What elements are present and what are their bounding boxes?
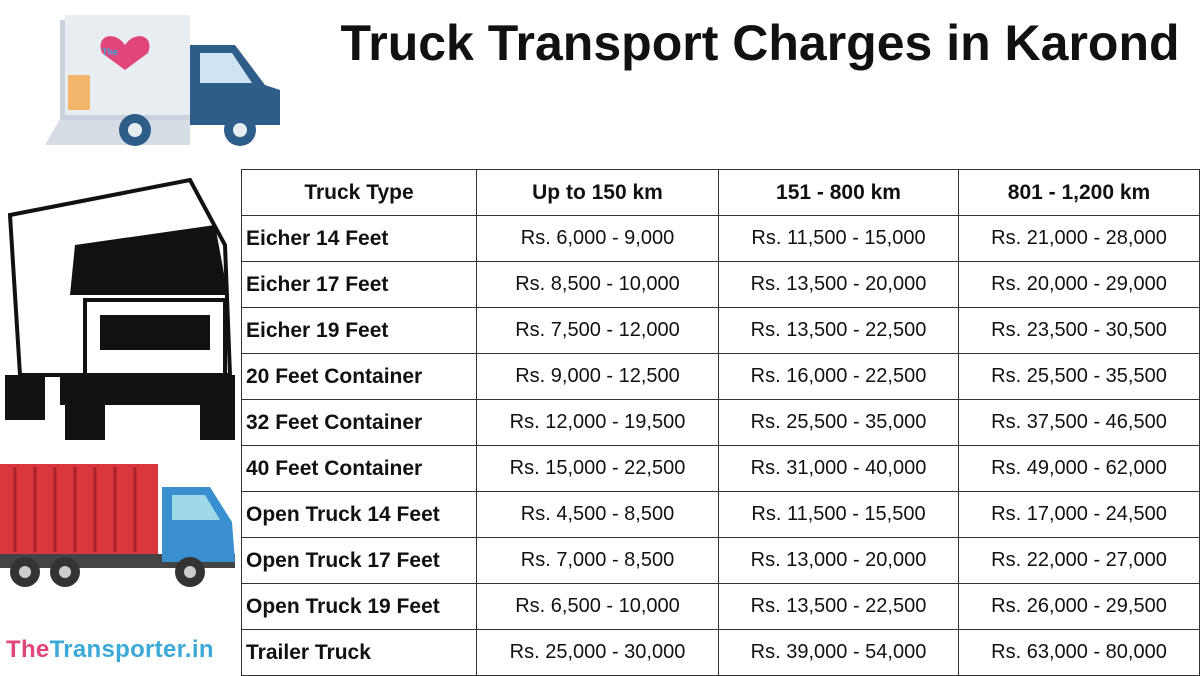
price-cell: Rs. 37,500 - 46,500	[958, 399, 1200, 446]
svg-text:The: The	[102, 47, 118, 57]
table-row: Open Truck 19 Feet Rs. 6,500 - 10,000 Rs. …	[241, 583, 1200, 630]
table-row: 40 Feet Container Rs. 15,000 - 22,500 Rs. …	[241, 445, 1200, 492]
truck-type-cell: Eicher 17 Feet	[241, 261, 477, 308]
header-up-to-150: Up to 150 km	[476, 169, 719, 216]
price-cell: Rs. 49,000 - 62,000	[958, 445, 1200, 492]
price-cell: Rs. 20,000 - 29,000	[958, 261, 1200, 308]
price-cell: Rs. 11,500 - 15,000	[718, 215, 959, 262]
price-cell: Rs. 7,500 - 12,000	[476, 307, 719, 354]
truck-type-cell: Eicher 14 Feet	[241, 215, 477, 262]
table-row: Trailer Truck Rs. 25,000 - 30,000 Rs. 39,0…	[241, 629, 1200, 676]
price-cell: Rs. 15,000 - 22,500	[476, 445, 719, 492]
price-cell: Rs. 11,500 - 15,500	[718, 491, 959, 538]
price-cell: Rs. 13,500 - 22,500	[718, 307, 959, 354]
moving-truck-illustration: The	[45, 15, 280, 146]
price-cell: Rs. 9,000 - 12,500	[476, 353, 719, 400]
truck-type-cell: Trailer Truck	[241, 629, 477, 676]
header-151-800: 151 - 800 km	[718, 169, 959, 216]
header-truck-type: Truck Type	[241, 169, 477, 216]
price-cell: Rs. 25,500 - 35,000	[718, 399, 959, 446]
table-row: Open Truck 17 Feet Rs. 7,000 - 8,500 Rs. 1…	[241, 537, 1200, 584]
price-cell: Rs. 39,000 - 54,000	[718, 629, 959, 676]
brand-watermark: TheTransporter.in	[6, 636, 214, 664]
price-cell: Rs. 23,500 - 30,500	[958, 307, 1200, 354]
truck-type-cell: Open Truck 17 Feet	[241, 537, 477, 584]
brand-part1: The	[6, 636, 50, 663]
price-cell: Rs. 4,500 - 8,500	[476, 491, 719, 538]
price-cell: Rs. 16,000 - 22,500	[718, 353, 959, 400]
price-cell: Rs. 8,500 - 10,000	[476, 261, 719, 308]
table-row: Open Truck 14 Feet Rs. 4,500 - 8,500 Rs. 1…	[241, 491, 1200, 538]
page-title: Truck Transport Charges in Karond	[340, 15, 1180, 71]
truck-type-cell: Eicher 19 Feet	[241, 307, 477, 354]
price-cell: Rs. 13,500 - 22,500	[718, 583, 959, 630]
header-801-1200: 801 - 1,200 km	[958, 169, 1200, 216]
price-cell: Rs. 13,500 - 20,000	[718, 261, 959, 308]
table-row: Eicher 14 Feet Rs. 6,000 - 9,000 Rs. 11,50…	[241, 215, 1200, 262]
brand-part2: Transporter.in	[49, 636, 214, 663]
container-truck-illustration	[0, 464, 235, 587]
truck-type-cell: 40 Feet Container	[241, 445, 477, 492]
truck-type-cell: Open Truck 14 Feet	[241, 491, 477, 538]
price-cell: Rs. 21,000 - 28,000	[958, 215, 1200, 262]
price-cell: Rs. 12,000 - 19,500	[476, 399, 719, 446]
truck-front-illustration	[5, 177, 235, 440]
price-cell: Rs. 63,000 - 80,000	[958, 629, 1200, 676]
price-cell: Rs. 13,000 - 20,000	[718, 537, 959, 584]
table-row: 20 Feet Container Rs. 9,000 - 12,500 Rs. 1…	[241, 353, 1200, 400]
price-cell: Rs. 25,000 - 30,000	[476, 629, 719, 676]
truck-type-cell: 32 Feet Container	[241, 399, 477, 446]
price-cell: Rs. 22,000 - 27,000	[958, 537, 1200, 584]
price-cell: Rs. 6,000 - 9,000	[476, 215, 719, 262]
charges-table: Truck Type Up to 150 km 151 - 800 km 801…	[241, 169, 1200, 676]
logo: The	[100, 36, 150, 70]
price-cell: Rs. 25,500 - 35,500	[958, 353, 1200, 400]
table-header-row: Truck Type Up to 150 km 151 - 800 km 801…	[241, 169, 1200, 216]
table-row: Eicher 17 Feet Rs. 8,500 - 10,000 Rs. 13,5…	[241, 261, 1200, 308]
price-cell: Rs. 26,000 - 29,500	[958, 583, 1200, 630]
table-row: 32 Feet Container Rs. 12,000 - 19,500 Rs. …	[241, 399, 1200, 446]
price-cell: Rs. 6,500 - 10,000	[476, 583, 719, 630]
price-cell: Rs. 7,000 - 8,500	[476, 537, 719, 584]
table-row: Eicher 19 Feet Rs. 7,500 - 12,000 Rs. 13,5…	[241, 307, 1200, 354]
price-cell: Rs. 17,000 - 24,500	[958, 491, 1200, 538]
price-cell: Rs. 31,000 - 40,000	[718, 445, 959, 492]
truck-type-cell: Open Truck 19 Feet	[241, 583, 477, 630]
truck-type-cell: 20 Feet Container	[241, 353, 477, 400]
